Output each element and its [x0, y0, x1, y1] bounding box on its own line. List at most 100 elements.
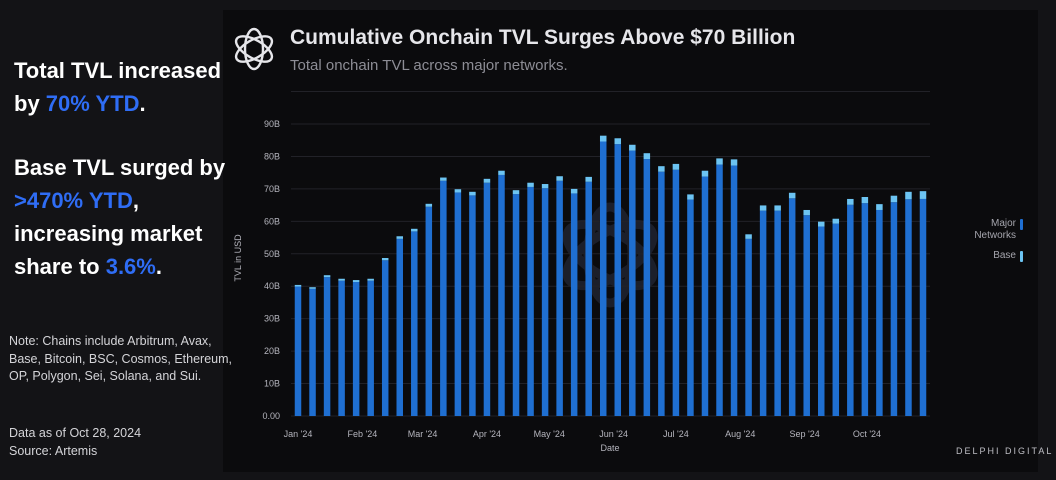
bar-base — [381, 257, 389, 261]
bar-base — [788, 192, 796, 199]
bar-base — [411, 228, 418, 232]
legend-label: Base — [993, 250, 1016, 261]
bar-base — [890, 195, 898, 203]
y-tick-label: 20B — [264, 346, 280, 356]
headline-text: Total TVL increased by — [14, 58, 222, 116]
x-tick-label: Mar '24 — [408, 429, 438, 439]
bar-base — [774, 205, 781, 211]
bar-major — [338, 280, 345, 416]
y-tick-label: 80B — [264, 151, 280, 161]
bar-major — [512, 194, 520, 416]
bar-major — [730, 165, 738, 416]
bar-base — [570, 188, 578, 194]
bar-base — [876, 204, 883, 210]
bar-base — [585, 176, 592, 182]
bar-base — [396, 236, 403, 239]
y-tick-label: 90B — [264, 119, 280, 129]
x-tick-label: Feb '24 — [347, 429, 377, 439]
bar-base — [643, 153, 651, 160]
bar-base — [498, 170, 505, 175]
bar-major — [541, 188, 549, 416]
bar-base — [701, 170, 709, 177]
y-tick-label: 30B — [264, 314, 280, 324]
bar-major — [570, 193, 578, 416]
chains-note: Note: Chains include Arbitrum, Avax, Bas… — [9, 334, 233, 383]
bar-major — [919, 198, 927, 416]
x-tick-label: Aug '24 — [725, 429, 755, 439]
legend-label: Major Networks — [974, 218, 1016, 241]
bar-base — [352, 280, 360, 283]
bar-base — [512, 190, 520, 195]
headline-text: Base TVL surged by — [14, 155, 226, 180]
legend-swatch — [1020, 219, 1023, 230]
bar-major — [294, 286, 302, 416]
bar-base — [687, 194, 694, 200]
bar-major — [469, 195, 476, 416]
bar-major — [381, 260, 389, 416]
bar-major — [614, 144, 622, 417]
bar-base — [759, 205, 767, 211]
bar-major — [905, 199, 912, 416]
y-tick-label: 70B — [264, 184, 280, 194]
headline-text: , increasing market share to — [14, 188, 203, 279]
bar-major — [599, 141, 607, 416]
bar-major — [498, 174, 505, 416]
bar-major — [323, 277, 331, 416]
bar-major — [847, 204, 854, 416]
bar-base — [672, 163, 680, 170]
y-tick-label: 10B — [264, 379, 280, 389]
x-tick-label: Oct '24 — [853, 429, 881, 439]
bar-base — [832, 218, 840, 224]
bar-base — [469, 191, 476, 196]
bar-base — [527, 182, 534, 187]
bar-major — [803, 215, 810, 416]
bar-major — [527, 186, 534, 416]
bar-base — [294, 284, 302, 287]
chart-subtitle: Total onchain TVL across major networks. — [290, 57, 568, 74]
bar-base — [730, 159, 738, 166]
y-tick-label: 50B — [264, 249, 280, 259]
bar-base — [847, 198, 854, 205]
bar-major — [367, 280, 374, 416]
bar-major — [309, 288, 316, 416]
x-tick-label: Jan '24 — [284, 429, 313, 439]
bar-base — [556, 176, 563, 181]
x-tick-label: Jul '24 — [663, 429, 689, 439]
bar-base — [745, 234, 752, 239]
bar-major — [832, 223, 840, 416]
bar-base — [803, 209, 810, 216]
bar-base — [905, 191, 912, 200]
bar-major — [687, 199, 694, 416]
bar-major — [818, 226, 825, 416]
bar-base — [323, 275, 331, 278]
data-as-of: Data as of Oct 28, 2024 — [9, 426, 142, 440]
headline-highlight: 70% YTD — [45, 91, 140, 116]
brand-wordmark: DELPHI DIGITAL — [956, 446, 1054, 456]
x-tick-label: Sep '24 — [790, 429, 820, 439]
x-axis-title: Date — [600, 443, 619, 453]
legend-item-major: Major Networks — [960, 218, 1023, 242]
headline-text: . — [139, 91, 146, 116]
delphi-logo-icon — [234, 27, 274, 71]
data-meta: Data as of Oct 28, 2024 Source: Artemis — [9, 425, 141, 460]
bar-base — [425, 203, 433, 207]
y-tick-label: 40B — [264, 281, 280, 291]
headline-highlight: 3.6% — [105, 254, 156, 279]
chart-legend: Major Networks Base — [960, 218, 1023, 270]
bar-major — [716, 164, 723, 416]
headline-text: . — [155, 254, 162, 279]
bar-base — [338, 278, 345, 281]
bar-major — [556, 180, 563, 416]
bar-base — [614, 138, 622, 145]
bar-base — [541, 184, 549, 189]
bar-major — [861, 203, 869, 416]
chart-title: Cumulative Onchain TVL Surges Above $70 … — [290, 26, 796, 49]
bar-base — [440, 177, 447, 181]
bar-major — [352, 282, 360, 416]
bar-base — [716, 158, 723, 165]
bar-major — [483, 182, 491, 416]
bar-base — [483, 178, 491, 183]
data-source: Source: Artemis — [9, 443, 98, 458]
x-tick-label: Jun '24 — [599, 429, 628, 439]
